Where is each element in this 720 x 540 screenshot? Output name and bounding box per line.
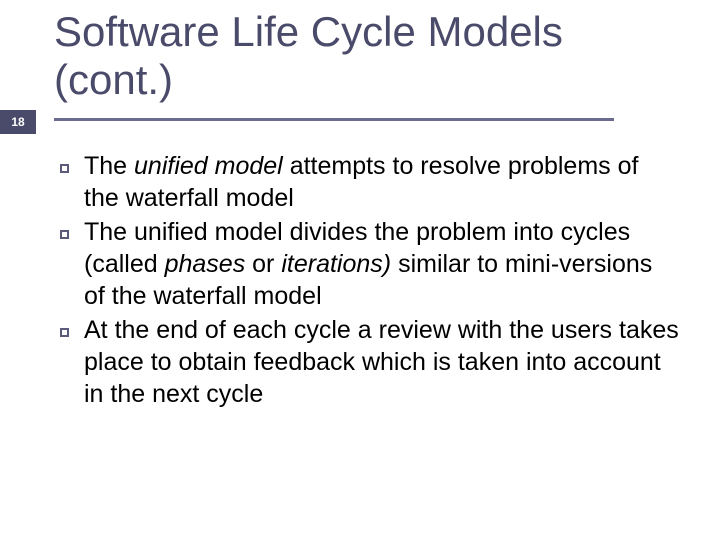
page-number-badge: 18 — [0, 110, 36, 134]
title-underline — [54, 118, 614, 121]
bullet-item: At the end of each cycle a review with t… — [60, 314, 680, 410]
bullet-marker-icon — [60, 314, 84, 342]
text-run: The — [84, 152, 134, 180]
bullet-item: The unified model attempts to resolve pr… — [60, 150, 680, 214]
slide-body: The unified model attempts to resolve pr… — [60, 150, 680, 412]
bullet-marker-icon — [60, 216, 84, 244]
italic-run: phases — [165, 250, 253, 278]
bullet-text: The unified model attempts to resolve pr… — [84, 150, 680, 214]
bullet-text: At the end of each cycle a review with t… — [84, 314, 680, 410]
slide-title: Software Life Cycle Models (cont.) — [54, 8, 674, 105]
bullet-text: The unified model divides the problem in… — [84, 216, 680, 312]
bullet-item: The unified model divides the problem in… — [60, 216, 680, 312]
text-run: At the end of each cycle a review with t… — [84, 316, 679, 408]
text-run: or — [252, 250, 281, 278]
bullet-marker-icon — [60, 150, 84, 178]
italic-run: iterations) — [281, 250, 398, 278]
page-number-text: 18 — [11, 115, 24, 129]
italic-run: unified model — [134, 152, 290, 180]
slide: 18 Software Life Cycle Models (cont.) Th… — [0, 0, 720, 540]
